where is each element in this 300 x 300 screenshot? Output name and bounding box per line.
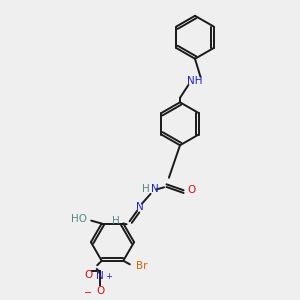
Text: O: O [85,270,93,280]
Text: NH: NH [187,76,203,86]
Text: O: O [96,286,105,296]
Text: N: N [151,184,158,194]
Text: N: N [136,202,143,212]
Text: O: O [188,185,196,195]
Text: H: H [142,184,150,194]
Text: HO: HO [71,214,87,224]
Text: −: − [84,288,92,298]
Text: Br: Br [136,261,147,271]
Text: N: N [96,271,104,281]
Text: H: H [112,216,120,226]
Text: +: + [105,272,112,281]
